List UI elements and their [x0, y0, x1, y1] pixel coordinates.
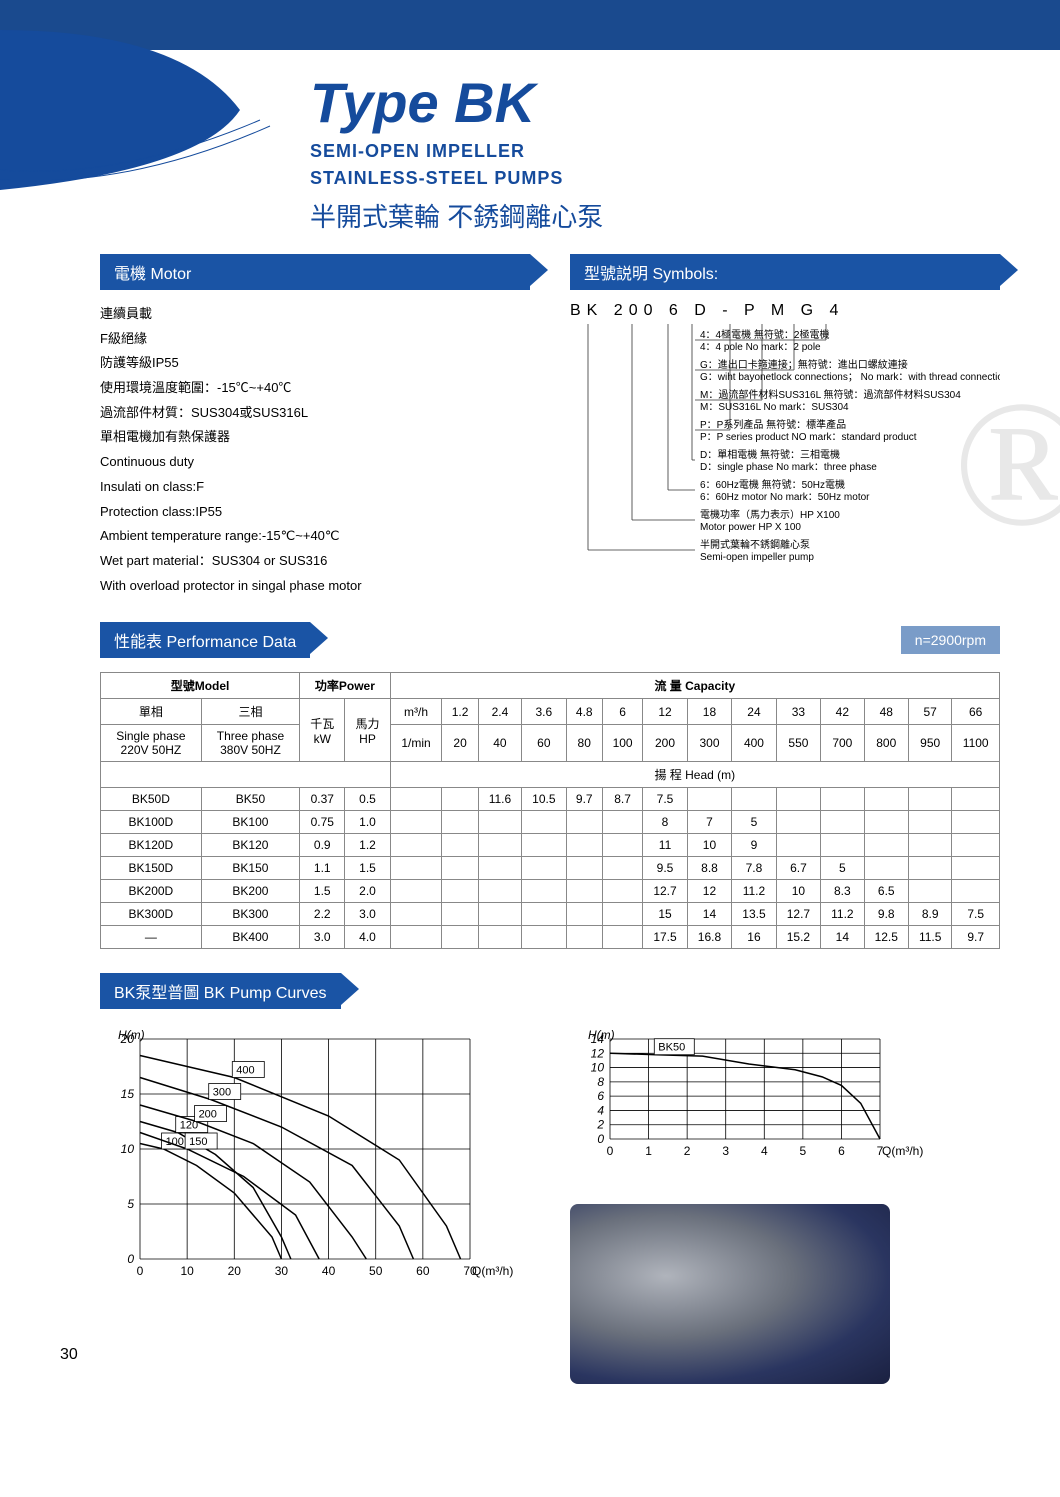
svg-text:4：4 pole No mark：2 pole: 4：4 pole No mark：2 pole — [700, 342, 821, 353]
svg-text:200: 200 — [199, 1109, 217, 1121]
svg-text:4: 4 — [597, 1104, 604, 1118]
svg-text:M：過流部件材料SUS316L 無符號：過流部件材料SUS3: M：過流部件材料SUS316L 無符號：過流部件材料SUS304 — [700, 388, 961, 401]
motor-specs-list: 連續員載F級絕緣防護等級IP55使用環境溫度範圍：-15℃~+40℃過流部件材質… — [100, 302, 530, 598]
pump-product-photo — [570, 1204, 890, 1384]
motor-section-header: 電機 Motor — [100, 254, 530, 290]
svg-text:4: 4 — [761, 1144, 768, 1158]
motor-spec-line: 使用環境溫度範圍：-15℃~+40℃ — [100, 376, 530, 401]
svg-text:半開式葉輪不銹鋼離心泵: 半開式葉輪不銹鋼離心泵 — [700, 538, 810, 551]
motor-spec-line: Wet part material：SUS304 or SUS316 — [100, 549, 530, 574]
motor-spec-line: 防護等級IP55 — [100, 351, 530, 376]
svg-text:1: 1 — [645, 1144, 652, 1158]
svg-text:BK50: BK50 — [658, 1042, 685, 1054]
svg-text:6: 6 — [838, 1144, 845, 1158]
svg-text:3: 3 — [722, 1144, 729, 1158]
motor-spec-line: F級絕緣 — [100, 327, 530, 352]
symbols-section-header: 型號説明 Symbols: — [570, 254, 1000, 290]
svg-text:40: 40 — [322, 1264, 336, 1278]
svg-text:P：P series product NO mark：s: P：P series product NO mark：standard prod… — [700, 432, 917, 443]
page-number: 30 — [60, 1346, 78, 1364]
motor-spec-line: Protection class:IP55 — [100, 500, 530, 525]
svg-text:4：4極電機 無符號：2極電機: 4：4極電機 無符號：2極電機 — [700, 328, 829, 341]
svg-text:D：單相電機 無符號：三相電機: D：單相電機 無符號：三相電機 — [700, 448, 840, 461]
symbol-code: BK 200 6 D - P M G 4 — [570, 302, 1000, 320]
perf-section-header: 性能表 Performance Data — [100, 622, 310, 658]
svg-text:12: 12 — [591, 1047, 605, 1061]
svg-text:400: 400 — [236, 1065, 254, 1077]
svg-text:8: 8 — [597, 1075, 604, 1089]
svg-text:H(m): H(m) — [588, 1029, 615, 1042]
curves-section-header: BK泵型普圖 BK Pump Curves — [100, 973, 341, 1009]
motor-spec-line: Ambient temperature range:-15℃~+40℃ — [100, 524, 530, 549]
svg-text:50: 50 — [369, 1264, 383, 1278]
svg-text:20: 20 — [228, 1264, 242, 1278]
rpm-label: n=2900rpm — [901, 626, 1000, 654]
svg-text:300: 300 — [213, 1087, 231, 1099]
svg-text:G：進出口卡箍連接；無符號：進出口螺紋連接: G：進出口卡箍連接；無符號：進出口螺紋連接 — [700, 358, 908, 371]
svg-text:M：SUS316L No mark：SUS304: M：SUS316L No mark：SUS304 — [700, 402, 849, 413]
svg-text:15: 15 — [121, 1087, 135, 1101]
svg-text:5: 5 — [127, 1197, 134, 1211]
svg-text:Q(m³/h): Q(m³/h) — [882, 1144, 923, 1158]
svg-text:6: 6 — [597, 1089, 604, 1103]
main-pump-curve-chart: 0510152001020304050607010012015020030040… — [100, 1029, 540, 1384]
subtitle-cn: 半開式葉輪 不銹鋼離心泵 — [310, 197, 1060, 234]
svg-text:H(m): H(m) — [118, 1029, 145, 1042]
swoosh-graphic — [0, 30, 300, 190]
motor-spec-line: With overload protector in singal phase … — [100, 574, 530, 599]
symbols-block: BK 200 6 D - P M G 4 4：4極電機 無符號：2極電機4：4 … — [570, 302, 1000, 587]
svg-text:0: 0 — [127, 1252, 134, 1266]
subtitle-en-1: SEMI-OPEN IMPELLER — [310, 141, 1060, 162]
svg-text:Q(m³/h): Q(m³/h) — [472, 1264, 513, 1278]
svg-text:6：60Hz電機 無符號：50Hz電機: 6：60Hz電機 無符號：50Hz電機 — [700, 478, 845, 491]
performance-table: 型號Model功率Power流 量 Capacity單相三相千瓦kW馬力HPm³… — [100, 672, 1000, 949]
title-main: Type BK — [310, 70, 1060, 135]
motor-spec-line: Insulati on class:F — [100, 475, 530, 500]
svg-text:30: 30 — [275, 1264, 289, 1278]
small-pump-curve-chart: 0246810121401234567BK50H(m)Q(m³/h) — [570, 1029, 1000, 1184]
svg-text:Semi-open impeller pump: Semi-open impeller pump — [700, 552, 814, 563]
svg-text:2: 2 — [684, 1144, 691, 1158]
svg-text:G：wiht bayonetlock connections: G：wiht bayonetlock connections； No mark：… — [700, 372, 1000, 383]
svg-text:60: 60 — [416, 1264, 430, 1278]
svg-text:電機功率（馬力表示）HP X100: 電機功率（馬力表示）HP X100 — [700, 508, 840, 521]
svg-text:6：60Hz motor No mark：50Hz m: 6：60Hz motor No mark：50Hz motor — [700, 492, 870, 503]
motor-spec-line: 過流部件材質：SUS304或SUS316L — [100, 401, 530, 426]
svg-text:0: 0 — [137, 1264, 144, 1278]
svg-text:150: 150 — [189, 1136, 207, 1148]
svg-text:10: 10 — [121, 1142, 135, 1156]
motor-spec-line: 單相電機加有熱保護器 — [100, 425, 530, 450]
svg-text:P：P系列產品 無符號：標準產品: P：P系列產品 無符號：標準產品 — [700, 418, 846, 431]
subtitle-en-2: STAINLESS-STEEL PUMPS — [310, 168, 1060, 189]
svg-text:2: 2 — [596, 1118, 604, 1132]
svg-text:0: 0 — [607, 1144, 614, 1158]
svg-text:10: 10 — [591, 1061, 605, 1075]
motor-spec-line: 連續員載 — [100, 302, 530, 327]
motor-spec-line: Continuous duty — [100, 450, 530, 475]
svg-text:Motor power HP X 100: Motor power HP X 100 — [700, 522, 801, 533]
svg-text:10: 10 — [180, 1264, 194, 1278]
svg-text:5: 5 — [800, 1144, 807, 1158]
svg-text:0: 0 — [597, 1132, 604, 1146]
svg-text:D：single phase No mark：three: D：single phase No mark：three phase — [700, 462, 877, 473]
